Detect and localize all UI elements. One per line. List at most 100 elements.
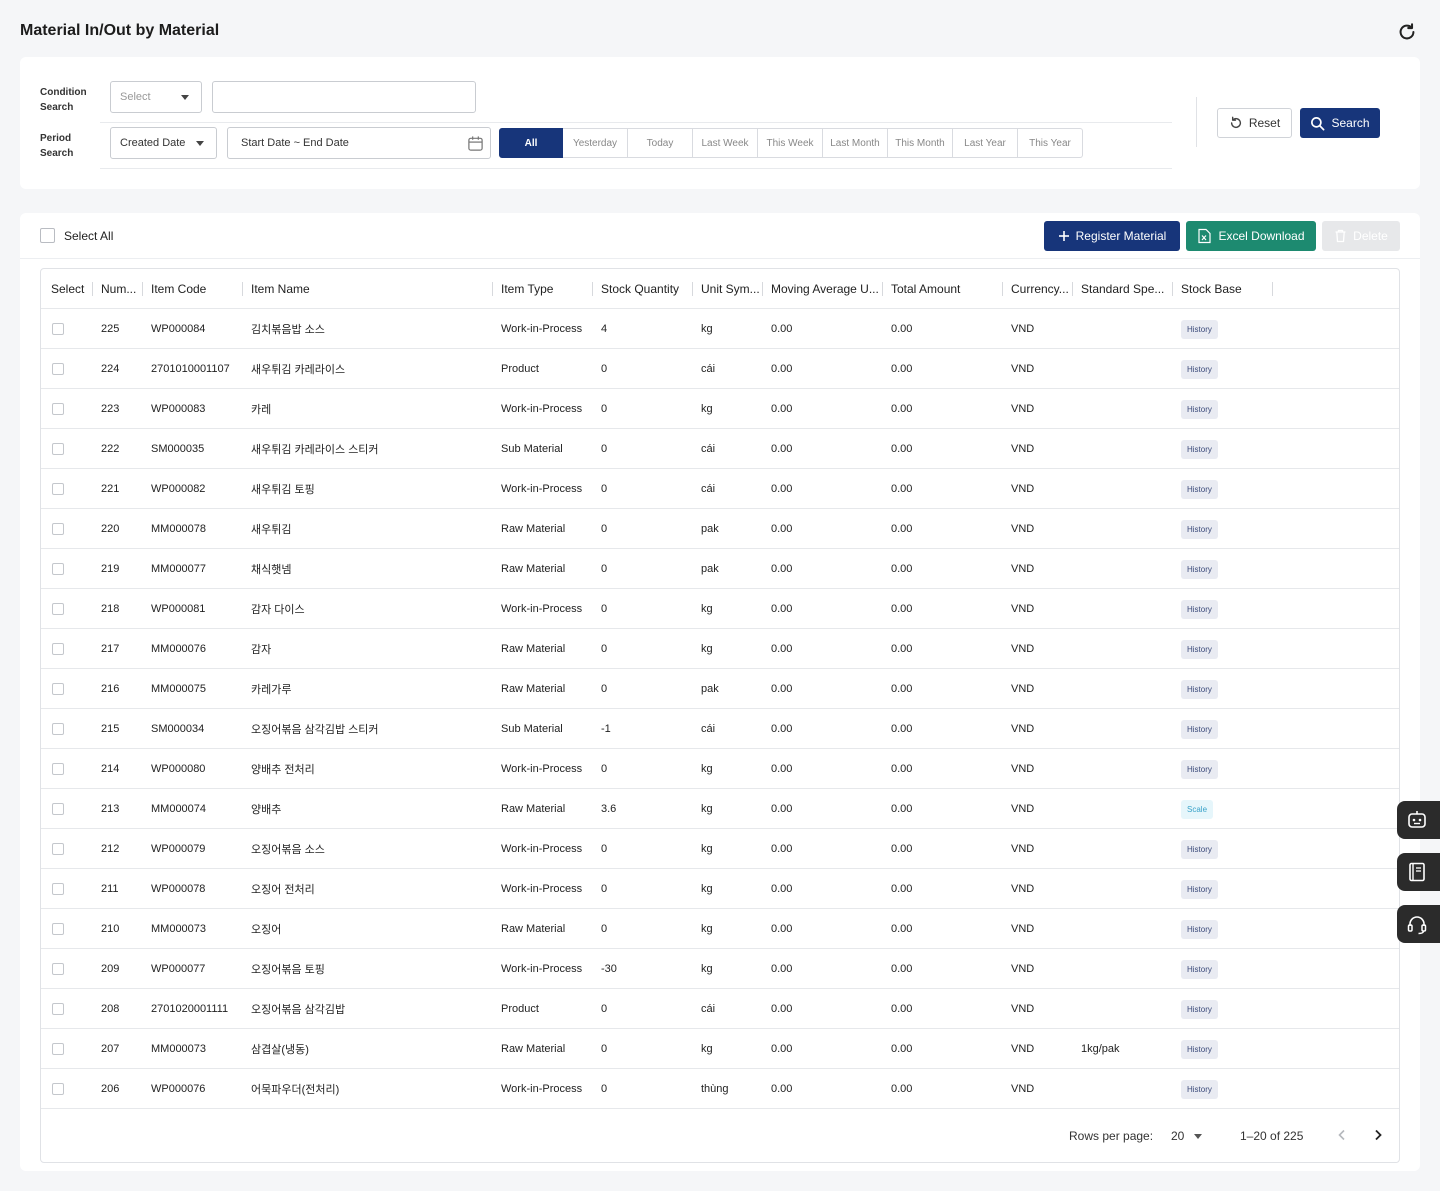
support-button[interactable] [1397,905,1440,943]
row-checkbox[interactable] [52,763,64,775]
row-checkbox[interactable] [52,963,64,975]
stock-base-badge[interactable]: History [1181,999,1218,1019]
stock-base-badge[interactable]: History [1181,759,1218,779]
table-row[interactable]: 211 WP000078 오징어 전처리 Work-in-Process 0 kg 0.00… [41,869,1399,909]
table-row[interactable]: 212 WP000079 오징어볶음 소스 Work-in-Process 0 kg 0.0… [41,829,1399,869]
row-checkbox[interactable] [52,1083,64,1095]
column-header-stock-base[interactable]: Stock Base [1181,282,1242,296]
stock-base-badge[interactable]: History [1181,1039,1218,1059]
table-row[interactable]: 221 WP000082 새우튀김 토핑 Work-in-Process 0 cái 0.0… [41,469,1399,509]
table-row[interactable]: 219 MM000077 채식햇넴 Raw Material 0 pak 0.00 0.00 V… [41,549,1399,589]
delete-button[interactable]: Delete [1322,221,1400,251]
stock-base-badge[interactable]: History [1181,639,1218,659]
table-row[interactable]: 220 MM000078 새우튀김 Raw Material 0 pak 0.00 0.00 V… [41,509,1399,549]
column-resize-handle[interactable] [1072,282,1073,296]
row-checkbox[interactable] [52,923,64,935]
row-checkbox[interactable] [52,803,64,815]
range-last-week[interactable]: Last Week [693,128,758,158]
table-row[interactable]: 222 SM000035 새우튀김 카레라이스 스티커 Sub Material 0 cá… [41,429,1399,469]
condition-select[interactable]: Select [110,81,202,113]
next-page-button[interactable] [1368,1125,1388,1145]
row-checkbox[interactable] [52,683,64,695]
reset-button[interactable]: Reset [1217,108,1292,138]
range-this-month[interactable]: This Month [888,128,953,158]
column-resize-handle[interactable] [242,282,243,296]
table-row[interactable]: 218 WP000081 감자 다이스 Work-in-Process 0 kg 0.00 0… [41,589,1399,629]
row-checkbox[interactable] [52,843,64,855]
column-resize-handle[interactable] [1002,282,1003,296]
stock-base-badge[interactable]: History [1181,919,1218,939]
column-resize-handle[interactable] [882,282,883,296]
column-header-standard-spec[interactable]: Standard Spe... [1081,282,1165,296]
chatbot-button[interactable] [1397,801,1440,839]
stock-base-badge[interactable]: History [1181,359,1218,379]
table-row[interactable]: 214 WP000080 양배추 전처리 Work-in-Process 0 kg 0.00… [41,749,1399,789]
column-resize-handle[interactable] [492,282,493,296]
stock-base-badge[interactable]: History [1181,519,1218,539]
table-row[interactable]: 225 WP000084 김치볶음밥 소스 Work-in-Process 4 kg 0.0… [41,309,1399,349]
chevron-down-icon[interactable] [1194,1134,1202,1139]
stock-base-badge[interactable]: History [1181,959,1218,979]
select-all-checkbox[interactable] [40,228,55,243]
condition-search-input[interactable] [212,81,476,113]
refresh-button[interactable] [1396,21,1418,43]
range-last-month[interactable]: Last Month [823,128,888,158]
register-material-button[interactable]: Register Material [1044,221,1180,251]
manual-button[interactable] [1397,853,1440,891]
table-row[interactable]: 208 2701020001111 오징어볶음 삼각김밥 Product 0 cái 0.0… [41,989,1399,1029]
row-checkbox[interactable] [52,1043,64,1055]
range-last-year[interactable]: Last Year [953,128,1018,158]
range-this-year[interactable]: This Year [1018,128,1083,158]
row-checkbox[interactable] [52,483,64,495]
rows-per-page-select[interactable]: 20 [1171,1129,1185,1143]
row-checkbox[interactable] [52,443,64,455]
table-row[interactable]: 216 MM000075 카레가루 Raw Material 0 pak 0.00 0.00 V… [41,669,1399,709]
column-header-item-code[interactable]: Item Code [151,282,207,296]
column-header-total-amount[interactable]: Total Amount [891,282,961,296]
row-checkbox[interactable] [52,603,64,615]
search-button[interactable]: Search [1300,108,1380,138]
row-checkbox[interactable] [52,403,64,415]
column-header-currency[interactable]: Currency... [1011,282,1069,296]
column-header-item-type[interactable]: Item Type [501,282,554,296]
table-row[interactable]: 215 SM000034 오징어볶음 삼각김밥 스티커 Sub Material -1 c… [41,709,1399,749]
stock-base-badge[interactable]: History [1181,399,1218,419]
stock-base-badge[interactable]: Scale [1181,799,1214,819]
row-checkbox[interactable] [52,323,64,335]
column-header-select[interactable]: Select [51,282,85,296]
stock-base-badge[interactable]: History [1181,839,1218,859]
column-header-unit-symbol[interactable]: Unit Sym... [701,282,760,296]
column-header-number[interactable]: Num... [101,282,137,296]
stock-base-badge[interactable]: History [1181,599,1218,619]
column-header-moving-average[interactable]: Moving Average U... [771,282,879,296]
column-resize-handle[interactable] [92,282,93,296]
stock-base-badge[interactable]: History [1181,559,1218,579]
stock-base-badge[interactable]: History [1181,679,1218,699]
stock-base-badge[interactable]: History [1181,479,1218,499]
table-row[interactable]: 210 MM000073 오징어 Raw Material 0 kg 0.00 0.00 VND… [41,909,1399,949]
range-all[interactable]: All [499,128,563,158]
stock-base-badge[interactable]: History [1181,319,1218,339]
column-resize-handle[interactable] [142,282,143,296]
column-resize-handle[interactable] [1172,282,1173,296]
previous-page-button[interactable] [1332,1125,1352,1145]
column-resize-handle[interactable] [692,282,693,296]
row-checkbox[interactable] [52,883,64,895]
period-type-select[interactable]: Created Date [110,127,217,159]
row-checkbox[interactable] [52,523,64,535]
stock-base-badge[interactable]: History [1181,439,1218,459]
row-checkbox[interactable] [52,1003,64,1015]
table-row[interactable]: 223 WP000083 카레 Work-in-Process 0 kg 0.00 0.00 V… [41,389,1399,429]
excel-download-button[interactable]: Excel Download [1186,221,1316,251]
column-resize-handle[interactable] [762,282,763,296]
range-this-week[interactable]: This Week [758,128,823,158]
stock-base-badge[interactable]: History [1181,719,1218,739]
column-resize-handle[interactable] [592,282,593,296]
table-row[interactable]: 206 WP000076 어묵파우더(전처리) Work-in-Process 0 thù… [41,1069,1399,1109]
row-checkbox[interactable] [52,363,64,375]
table-row[interactable]: 224 2701010001107 새우튀김 카레라이스 Product 0 cái 0.0… [41,349,1399,389]
table-row[interactable]: 217 MM000076 감자 Raw Material 0 kg 0.00 0.00 VND H… [41,629,1399,669]
row-checkbox[interactable] [52,643,64,655]
table-row[interactable]: 207 MM000073 삼겹살(냉동) Raw Material 0 kg 0.00 0.0… [41,1029,1399,1069]
table-row[interactable]: 213 MM000074 양배추 Raw Material 3.6 kg 0.00 0.00 V… [41,789,1399,829]
